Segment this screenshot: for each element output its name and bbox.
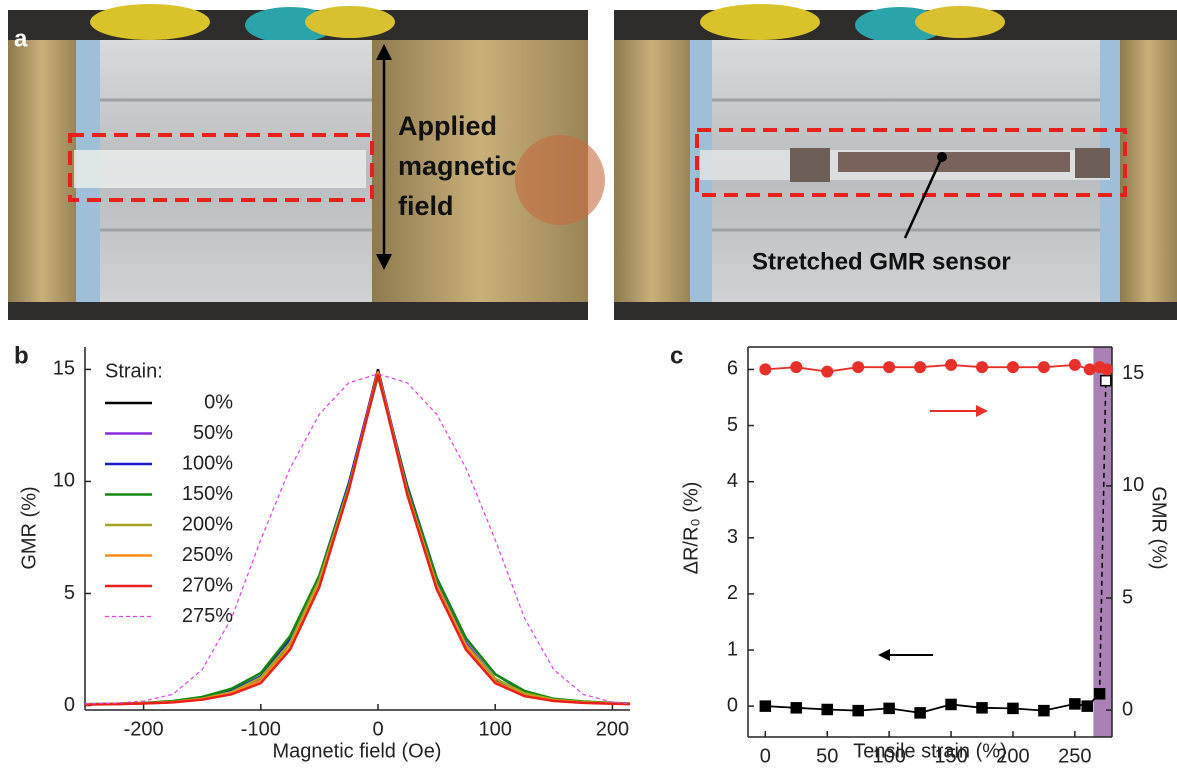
x-tick-label: 250 xyxy=(1058,745,1091,767)
marker xyxy=(821,366,833,378)
marker xyxy=(883,361,895,373)
marker xyxy=(790,361,802,373)
photo-annotation: Applied xyxy=(398,111,497,141)
legend-label: 275% xyxy=(182,605,233,627)
series-line xyxy=(85,372,630,705)
y2-axis-label: GMR (%) xyxy=(1148,486,1170,569)
x-tick-label: -100 xyxy=(241,718,281,740)
x-axis-label: Magnetic field (Oe) xyxy=(273,740,442,762)
marker xyxy=(853,706,863,716)
series-line xyxy=(765,365,1107,372)
marker xyxy=(760,701,770,711)
marker xyxy=(1082,701,1092,711)
y-tick-label: 5 xyxy=(727,414,738,436)
marker xyxy=(914,361,926,373)
legend-title: Strain: xyxy=(105,360,163,382)
annotation-arrow xyxy=(976,405,988,417)
series-line xyxy=(85,369,630,704)
photo-annotation: field xyxy=(398,191,454,221)
marker xyxy=(791,703,801,713)
x-tick-label: -200 xyxy=(124,718,164,740)
y-tick-label: 2 xyxy=(727,582,738,604)
legend-label: 150% xyxy=(182,483,233,505)
x-axis-label: Tensile strain (%) xyxy=(853,740,1006,762)
figure: a b c Applied magnetic field Stretched G… xyxy=(0,0,1177,774)
series-line xyxy=(85,374,630,705)
panel-label: b xyxy=(14,342,29,369)
legend-label: 200% xyxy=(182,513,233,535)
y2-tick-label: 10 xyxy=(1122,474,1144,496)
marker xyxy=(759,363,771,375)
marker xyxy=(945,359,957,371)
y-tick-label: 15 xyxy=(53,358,75,380)
marker xyxy=(1101,376,1111,386)
y-tick-label: 6 xyxy=(727,358,738,380)
series-line xyxy=(85,374,630,705)
y2-tick-label: 0 xyxy=(1122,698,1133,720)
marker xyxy=(1007,361,1019,373)
shaded-region xyxy=(1093,347,1112,737)
series-line xyxy=(85,372,630,705)
x-tick-label: 200 xyxy=(596,718,629,740)
photo-annotation: magnetic xyxy=(398,151,517,181)
y-tick-label: 0 xyxy=(64,694,75,716)
marker xyxy=(884,703,894,713)
y2-tick-label: 5 xyxy=(1122,586,1133,608)
legend-label: 0% xyxy=(204,391,233,413)
legend-label: 270% xyxy=(182,574,233,596)
marker xyxy=(1039,706,1049,716)
marker xyxy=(946,699,956,709)
marker xyxy=(1038,361,1050,373)
x-tick-label: 0 xyxy=(372,718,383,740)
x-tick-label: 50 xyxy=(816,745,838,767)
marker xyxy=(822,705,832,715)
marker xyxy=(1084,363,1096,375)
marker xyxy=(1008,703,1018,713)
marker xyxy=(852,361,864,373)
y-tick-label: 5 xyxy=(64,582,75,604)
annotation-arrow xyxy=(878,649,890,661)
x-tick-label: 100 xyxy=(479,718,512,740)
y2-tick-label: 15 xyxy=(1122,362,1144,384)
series-line xyxy=(85,374,630,704)
marker xyxy=(1069,359,1081,371)
series-line xyxy=(85,374,630,705)
y-tick-label: 0 xyxy=(727,694,738,716)
y-tick-label: 10 xyxy=(53,470,75,492)
marker xyxy=(1101,363,1113,375)
photo-annotation: Stretched GMR sensor xyxy=(752,248,1011,275)
y-tick-label: 4 xyxy=(727,470,738,492)
y-axis-label: GMR (%) xyxy=(18,486,40,569)
x-tick-label: 0 xyxy=(760,745,771,767)
marker xyxy=(915,708,925,718)
marker xyxy=(1070,699,1080,709)
panel-label: a xyxy=(14,25,28,52)
legend-label: 50% xyxy=(193,422,233,444)
legend-label: 100% xyxy=(182,452,233,474)
marker xyxy=(976,361,988,373)
panel-label: c xyxy=(670,342,683,369)
legend-label: 250% xyxy=(182,544,233,566)
y-tick-label: 1 xyxy=(727,638,738,660)
marker xyxy=(977,703,987,713)
series-line xyxy=(85,376,630,704)
y-axis-label: ΔR/R₀ (%) xyxy=(680,482,702,575)
y-tick-label: 3 xyxy=(727,526,738,548)
